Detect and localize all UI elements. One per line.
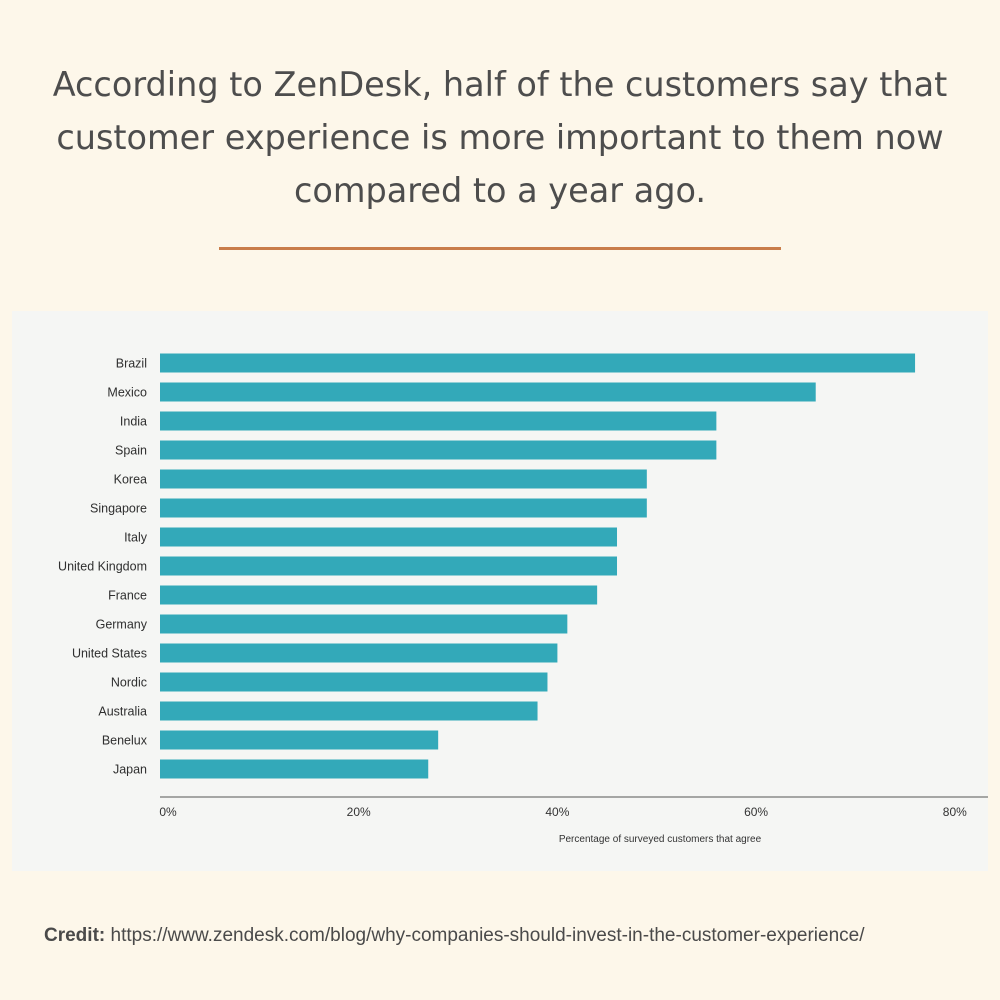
bar-chart: Brazil Mexico India Spain Korea Singapore Ital…: [58, 353, 988, 845]
bar-spain: [160, 440, 717, 460]
x-tick-labels-group: 0% 20% 40% 60% 80%: [159, 805, 967, 819]
credit-url[interactable]: https://www.zendesk.com/blog/why-compani…: [110, 925, 865, 946]
bar-france: [160, 585, 598, 605]
bar-singapore: [160, 498, 647, 518]
category-labels-group: Brazil Mexico India Spain Korea Singapore Ital…: [58, 357, 148, 777]
credit-label: Credit:: [44, 925, 106, 946]
category-label: Japan: [113, 763, 147, 777]
category-label: India: [120, 415, 147, 429]
category-label: Italy: [124, 531, 148, 545]
x-tick-label: 80%: [943, 805, 967, 819]
bars-group: [160, 353, 916, 779]
bar-japan: [160, 759, 429, 779]
category-label: Mexico: [107, 386, 147, 400]
bar-united-states: [160, 643, 558, 663]
category-label: Nordic: [111, 676, 147, 690]
category-label: Singapore: [90, 502, 147, 516]
bar-korea: [160, 469, 647, 489]
bar-italy: [160, 527, 618, 547]
category-label: Brazil: [116, 357, 147, 371]
credit-line: Credit: https://www.zendesk.com/blog/why…: [44, 925, 984, 947]
bar-mexico: [160, 382, 816, 402]
bar-india: [160, 411, 717, 431]
bar-nordic: [160, 672, 548, 692]
category-label: Australia: [98, 705, 147, 719]
headline-divider: [219, 247, 781, 250]
bar-brazil: [160, 353, 916, 373]
category-label: France: [108, 589, 147, 603]
x-tick-label: 60%: [744, 805, 768, 819]
chart-panel: Brazil Mexico India Spain Korea Singapore Ital…: [12, 311, 988, 871]
category-label: Germany: [96, 618, 148, 632]
x-tick-label: 40%: [545, 805, 569, 819]
x-tick-label: 20%: [347, 805, 371, 819]
headline: According to ZenDesk, half of the custom…: [52, 65, 948, 210]
x-axis-title: Percentage of surveyed customers that ag…: [559, 834, 762, 845]
category-label: United Kingdom: [58, 560, 147, 574]
x-tick-label: 0%: [159, 805, 177, 819]
category-label: Korea: [114, 473, 147, 487]
category-label: Benelux: [102, 734, 148, 748]
bar-australia: [160, 701, 538, 721]
bar-benelux: [160, 730, 439, 750]
bar-united-kingdom: [160, 556, 618, 576]
category-label: Spain: [115, 444, 147, 458]
category-label: United States: [72, 647, 147, 661]
bar-germany: [160, 614, 568, 634]
